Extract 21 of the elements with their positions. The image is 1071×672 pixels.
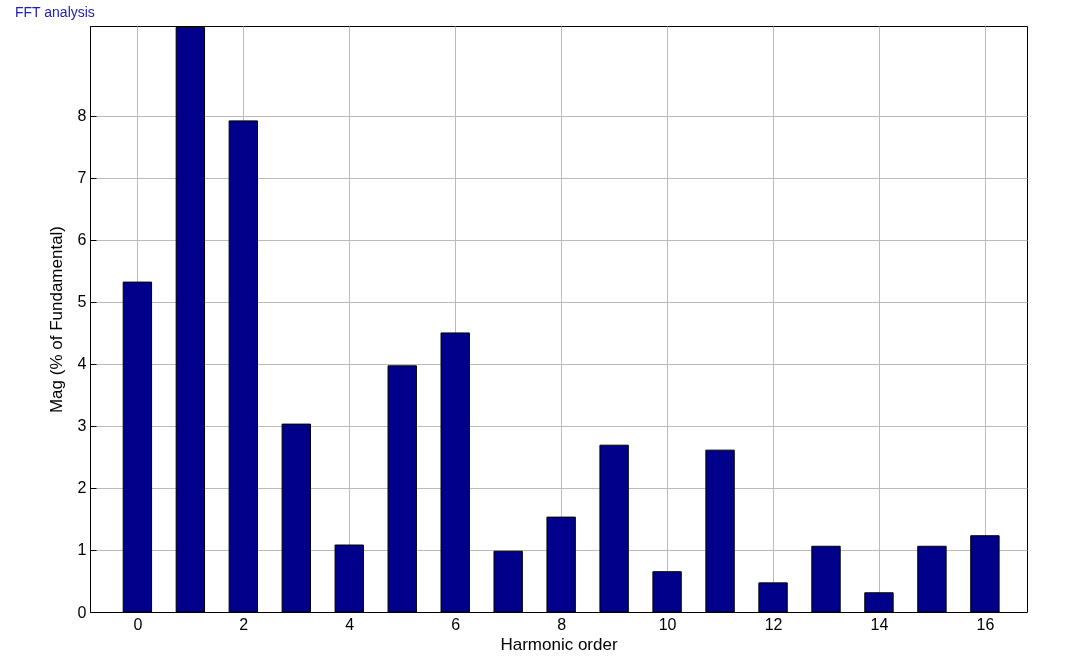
y-tick-label: 4	[77, 355, 87, 373]
y-tick-label: 6	[77, 231, 87, 249]
x-tick-label: 4	[345, 615, 355, 633]
x-tick-label: 10	[658, 615, 677, 633]
x-tick-label: 2	[239, 615, 249, 633]
x-tick-label: 8	[557, 615, 567, 633]
y-tick-label: 1	[77, 541, 87, 559]
x-tick-label: 0	[133, 615, 143, 633]
y-tick-label: 2	[77, 479, 87, 497]
y-tick-label: 7	[77, 169, 87, 187]
y-tick-label: 8	[77, 107, 87, 125]
x-tick-label: 14	[870, 615, 889, 633]
chart-title: FFT analysis	[15, 4, 95, 20]
y-tick-label: 5	[77, 293, 87, 311]
x-tick-label: 12	[764, 615, 783, 633]
y-axis-title: Mag (% of Fundamental)	[46, 225, 66, 414]
y-tick-label: 3	[77, 417, 87, 435]
x-axis-title: Harmonic order	[500, 634, 618, 654]
y-tick-label: 0	[77, 603, 87, 621]
x-tick-label: 16	[976, 615, 995, 633]
x-tick-label: 6	[451, 615, 461, 633]
